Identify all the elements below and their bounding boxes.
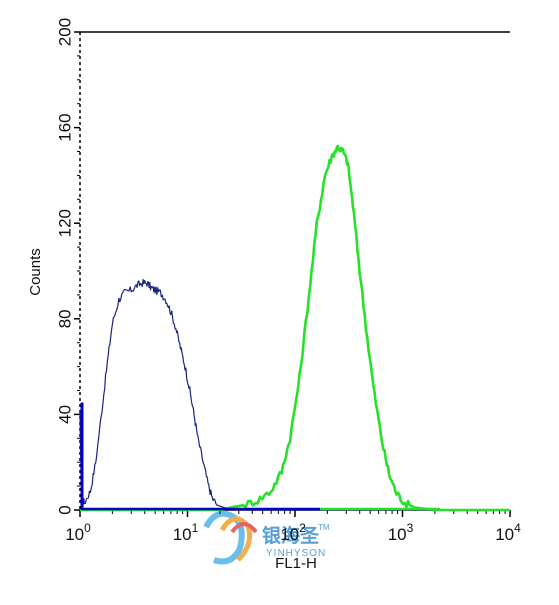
axes-group — [74, 31, 511, 517]
y-tick-label: 0 — [55, 505, 74, 514]
x-tick-label: 103 — [388, 521, 414, 544]
y-axis-title: Counts — [27, 248, 44, 296]
x-axis-title: FL1-H — [275, 555, 317, 572]
y-tick-label: 120 — [55, 209, 74, 237]
y-tick-label: 40 — [55, 405, 74, 424]
control-histogram-line — [79, 279, 510, 511]
x-tick-label: 102 — [280, 521, 306, 544]
axis-labels: 0 40 80 120 160 200 100 101 102 103 104 FL1-H Counts — [27, 18, 521, 572]
watermark-en-text: YINHYSON — [266, 548, 326, 559]
x-tick-label: 104 — [495, 521, 521, 544]
y-tick-label: 80 — [55, 309, 74, 328]
y-tick-label: 160 — [55, 113, 74, 141]
stained-histogram-line — [80, 144, 510, 512]
logo-swoosh-blue — [203, 510, 245, 565]
data-marks — [79, 144, 510, 512]
watermark-tm: TM — [318, 523, 330, 532]
y-tick-label: 200 — [55, 18, 74, 46]
watermark-cn-text: 银海圣 — [262, 524, 320, 547]
x-tick-label: 100 — [65, 521, 91, 544]
logo-swoosh-red — [230, 522, 258, 534]
x-tick-label: 101 — [173, 521, 199, 544]
watermark-logo: 银海圣 TM YINHYSON — [203, 510, 330, 565]
